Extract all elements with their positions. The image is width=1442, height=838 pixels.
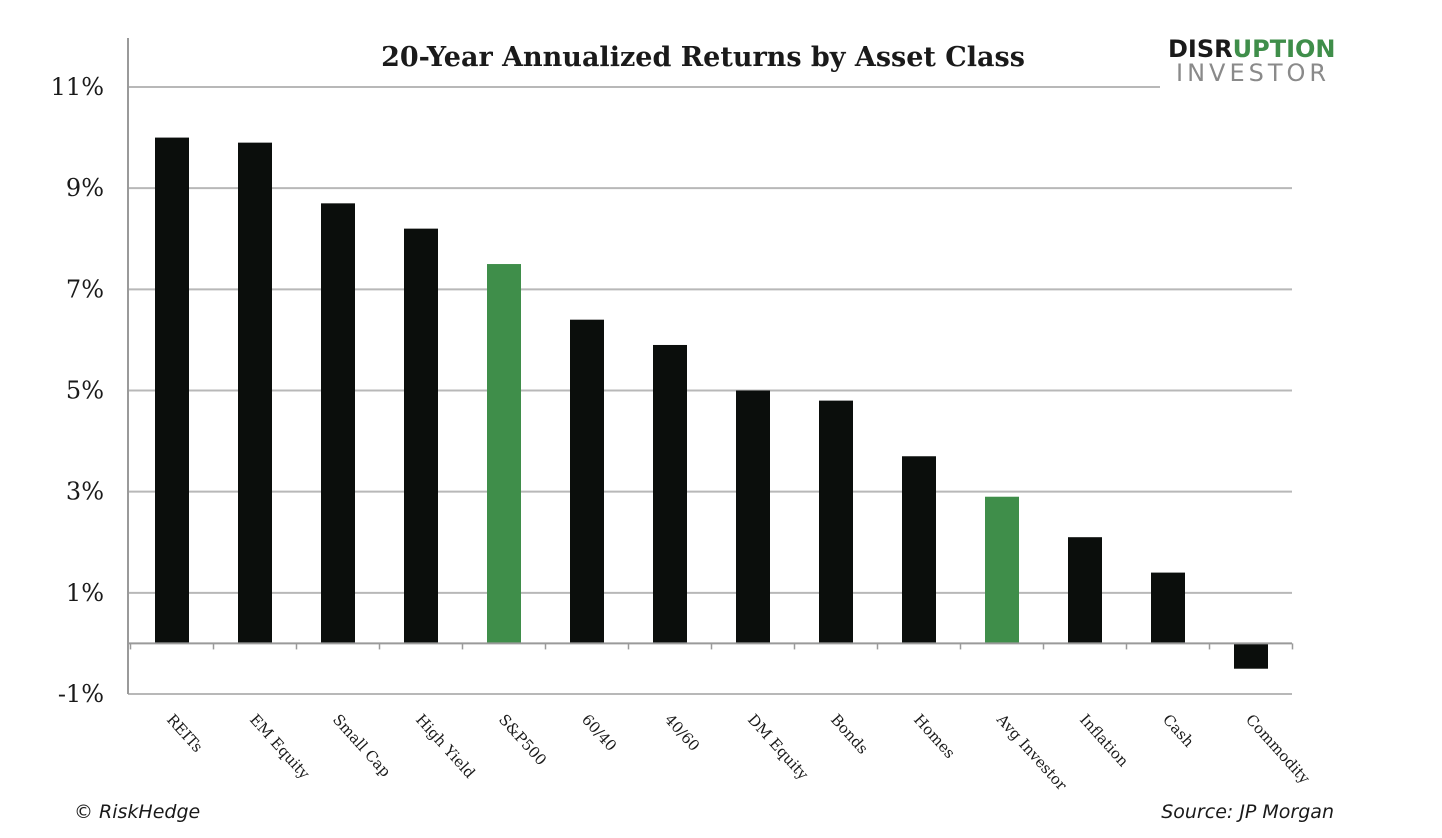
logo-line-1-prefix: DISR xyxy=(1168,35,1233,63)
bar-homes xyxy=(902,456,936,644)
gridlines xyxy=(128,86,1292,695)
axes xyxy=(127,38,1294,694)
logo-line-2: INVESTOR xyxy=(1176,59,1330,87)
x-tick-label-commodity: Commodity xyxy=(1242,711,1314,788)
logo-line-1: DISRUPTION xyxy=(1168,35,1336,63)
x-tick-label-avg-investor: Avg Investor xyxy=(992,710,1071,795)
y-tick-label-2: 7% xyxy=(66,275,104,303)
y-tick-label-4: 3% xyxy=(66,478,104,506)
bar-em-equity xyxy=(238,142,272,644)
x-tick-label-high-yield: High Yield xyxy=(412,711,479,783)
logo-line-1-accent: UPTION xyxy=(1233,35,1336,63)
x-tick-label-reits: REITs xyxy=(163,711,206,756)
x-tick-label-40-60: 40/60 xyxy=(661,711,703,755)
y-tick-label-5: 1% xyxy=(66,579,104,607)
bar-s-p500 xyxy=(487,264,521,644)
x-tick-label-inflation: Inflation xyxy=(1076,711,1132,771)
y-tick-label-6: -1% xyxy=(58,680,104,708)
footer-copyright: © RiskHedge xyxy=(74,801,200,823)
y-tick-label-3: 5% xyxy=(66,377,104,405)
y-tick-label-1: 9% xyxy=(66,174,104,202)
bar-avg-investor xyxy=(985,496,1019,644)
y-tick-label-0: 11% xyxy=(51,73,104,101)
x-tick-labels: REITs EM Equity Small Cap High Yield S&P500 6… xyxy=(163,710,1314,795)
x-tick-label-small-cap: Small Cap xyxy=(329,711,394,781)
bar-commodity xyxy=(1234,643,1268,669)
x-tick-label-60-40: 60/40 xyxy=(578,711,620,755)
x-tick-label-cash: Cash xyxy=(1159,711,1198,751)
x-tick-label-bonds: Bonds xyxy=(827,711,872,758)
x-tick-label-em-equity: EM Equity xyxy=(246,711,314,783)
bar-small-cap xyxy=(321,203,355,644)
bar-reits xyxy=(155,137,189,644)
x-tick-label-dm-equity: DM Equity xyxy=(744,711,812,784)
bars xyxy=(155,137,1268,669)
bar-dm-equity xyxy=(736,390,770,644)
bar-inflation xyxy=(1068,537,1102,644)
x-tick-label-homes: Homes xyxy=(910,711,959,762)
bar-bonds xyxy=(819,400,853,644)
bar-cash xyxy=(1151,572,1185,644)
chart-title: 20-Year Annualized Returns by Asset Clas… xyxy=(381,42,1025,73)
bar-40-60 xyxy=(653,344,687,644)
footer-source: Source: JP Morgan xyxy=(1161,801,1334,823)
bar-high-yield xyxy=(404,228,438,644)
disruption-investor-logo: DISRUPTION INVESTOR xyxy=(1168,35,1336,87)
bar-60-40 xyxy=(570,319,604,644)
x-tick-label-s-p500: S&P500 xyxy=(495,711,550,769)
y-tick-labels: 11% 9% 7% 5% 3% 1% -1% xyxy=(51,73,104,708)
